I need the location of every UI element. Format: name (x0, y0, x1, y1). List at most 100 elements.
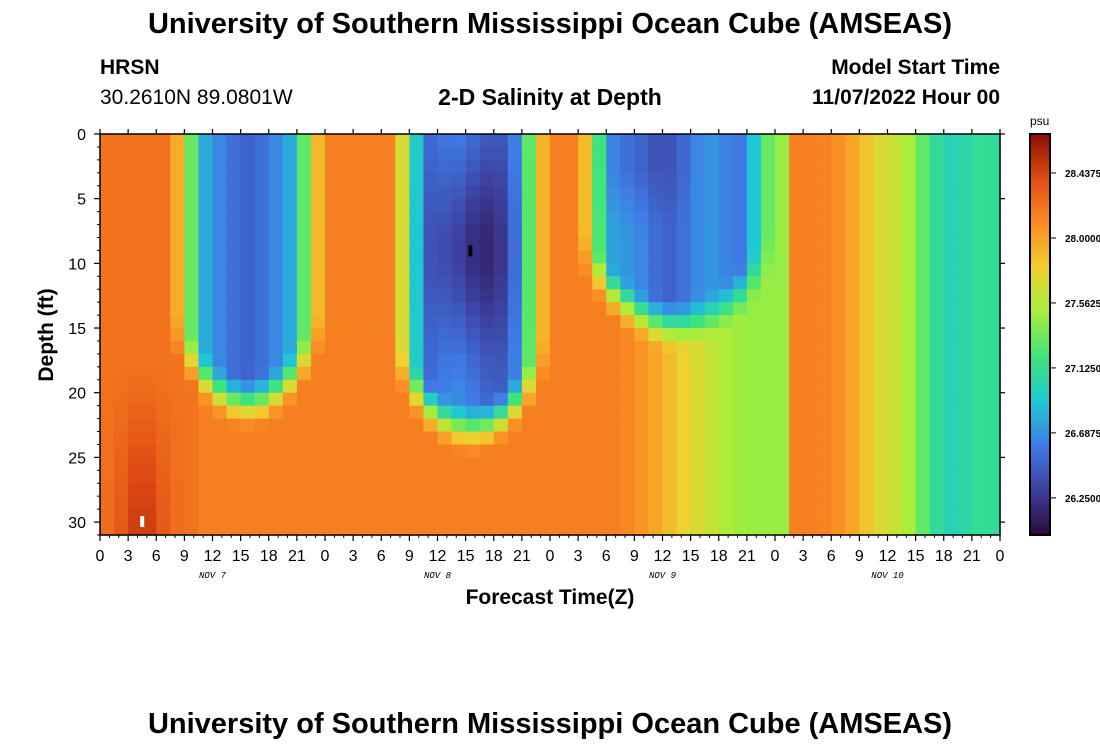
heat-cell (437, 379, 453, 394)
heat-cell (662, 302, 678, 316)
heat-cell (535, 250, 551, 264)
heat-cell (929, 302, 945, 316)
heat-cell (718, 405, 734, 420)
colorbar-tick-label: 26.2500 (1065, 494, 1100, 505)
heat-cell (325, 250, 340, 264)
heat-cell (929, 146, 945, 161)
heat-cell (606, 224, 621, 239)
heat-cell (114, 250, 129, 264)
heat-cell (114, 172, 129, 187)
heat-cell (479, 431, 495, 446)
heat-cell (971, 496, 987, 510)
heat-cell (212, 444, 228, 458)
heat-cell (592, 470, 607, 484)
heat-cell (760, 328, 776, 342)
heat-cell (142, 159, 157, 174)
heat-cell (775, 418, 790, 433)
heat-cell (971, 522, 987, 536)
heat-cell (437, 340, 453, 355)
heat-cell (775, 509, 790, 523)
heat-cell (873, 457, 889, 471)
heat-cell (887, 444, 903, 458)
heat-cell (817, 392, 832, 407)
heat-cell (226, 198, 242, 213)
heat-cell (282, 379, 298, 394)
y-tick-label: 5 (77, 192, 86, 209)
heat-cell (817, 250, 832, 264)
heat-cell (535, 185, 551, 200)
heat-cell (775, 405, 790, 420)
heat-cell (268, 509, 284, 523)
heat-cell (535, 405, 551, 420)
heat-cell (437, 276, 453, 290)
heat-cell (718, 470, 734, 484)
heat-cell (873, 185, 889, 200)
heat-cell (212, 392, 228, 407)
heat-cell (170, 418, 185, 433)
heat-cell (648, 146, 664, 161)
heat-cell (606, 276, 621, 290)
heat-cell (423, 509, 439, 523)
heat-cell (775, 276, 790, 290)
heat-cell (831, 509, 846, 523)
salinity-chart: 0 3 6 9 12 15 18 21 0 3 6 9 12 15 18 21 0 3 6 9 12 15 18 21 0 3 6 9… (35, 114, 1100, 609)
heat-cell (437, 146, 453, 161)
heat-cell (409, 353, 425, 368)
heat-cell (943, 250, 959, 264)
heat-cell (746, 496, 762, 510)
heat-cell (479, 159, 495, 174)
heat-cell (282, 185, 298, 200)
heat-cell (578, 250, 593, 264)
heat-cell (325, 237, 340, 252)
heat-cell (353, 185, 368, 200)
heat-cell (493, 353, 509, 368)
heat-cell (268, 340, 284, 355)
heat-cell (985, 263, 1001, 277)
heat-cell (240, 224, 256, 239)
heat-cell (142, 392, 157, 407)
heat-cell (198, 366, 214, 381)
heat-cell (592, 379, 607, 394)
heat-cell (592, 340, 607, 355)
heat-cell (634, 379, 650, 394)
heat-cell (592, 263, 607, 277)
heat-cell (310, 340, 326, 355)
heat-cell (578, 224, 593, 239)
heat-cell (564, 237, 579, 252)
heat-cell (493, 405, 509, 420)
heat-cell (465, 263, 481, 277)
heat-cell (339, 483, 354, 497)
heat-cell (212, 211, 228, 226)
heat-cell (620, 379, 635, 394)
heat-cell (198, 211, 214, 226)
heat-cell (395, 172, 410, 187)
heat-cell (114, 146, 129, 161)
heat-cell (226, 379, 242, 394)
heat-cell (212, 522, 228, 536)
heat-cell (535, 522, 551, 536)
heat-cell (254, 250, 270, 264)
heat-cell (479, 379, 495, 394)
heat-cell (789, 509, 804, 523)
heat-cell (971, 483, 987, 497)
heat-cell (170, 289, 185, 303)
heat-cell (592, 224, 607, 239)
heat-cell (831, 315, 846, 329)
heat-cell (901, 146, 917, 161)
heat-cell (310, 496, 326, 510)
heat-cell (381, 302, 396, 316)
heat-cell (409, 134, 425, 148)
heat-cell (873, 159, 889, 174)
heat-cell (746, 405, 762, 420)
heat-cell (535, 366, 551, 381)
heat-cell (592, 146, 607, 161)
heat-cell (282, 366, 298, 381)
heat-cell (971, 509, 987, 523)
heat-cell (845, 276, 860, 290)
heat-cell (704, 263, 720, 277)
heat-cell (451, 315, 467, 329)
heat-cell (367, 328, 382, 342)
heat-cell (578, 431, 593, 446)
heat-cell (943, 483, 959, 497)
heat-cell (676, 496, 692, 510)
